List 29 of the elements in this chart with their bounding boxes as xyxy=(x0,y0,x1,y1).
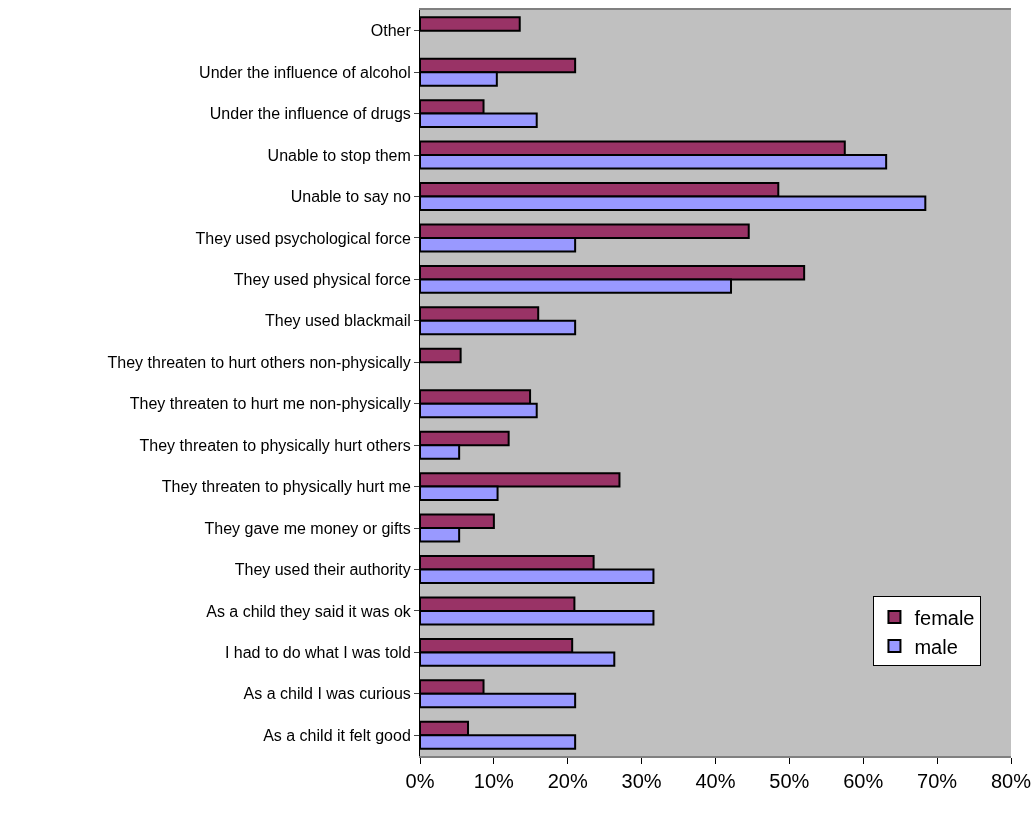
y-tick-label: They used physical force xyxy=(233,270,411,288)
x-tick-label: 0% xyxy=(405,770,435,792)
y-tick-label: As a child it felt good xyxy=(263,726,411,744)
y-tick-label: As a child they said it was ok xyxy=(206,602,412,620)
y-tick-label: As a child I was curious xyxy=(243,685,411,703)
x-tick-label: 40% xyxy=(695,770,736,792)
y-tick-label: They threaten to hurt others non-physically xyxy=(107,353,411,371)
x-tick-label: 50% xyxy=(769,770,810,792)
y-tick-label: They used their authority xyxy=(234,561,411,579)
y-tick-label: They threaten to physically hurt others xyxy=(139,436,411,454)
x-tick-label: 60% xyxy=(843,770,884,792)
y-tick-label: Unable to stop them xyxy=(267,146,411,164)
y-tick-label: Under the influence of alcohol xyxy=(199,63,411,81)
y-tick-label: Unable to say no xyxy=(290,188,411,206)
y-tick-label: They threaten to physically hurt me xyxy=(161,478,411,496)
x-tick-label: 30% xyxy=(621,770,662,792)
x-tick-label: 80% xyxy=(990,770,1032,792)
x-tick-label: 20% xyxy=(547,770,588,792)
legend-label: female xyxy=(914,606,975,629)
y-tick-label: Other xyxy=(370,22,412,40)
y-tick-label: They used blackmail xyxy=(264,312,411,330)
x-tick-label: 70% xyxy=(917,770,958,792)
y-tick-label: They threaten to hurt me non-physically xyxy=(129,395,411,413)
legend-label: male xyxy=(914,635,958,658)
y-tick-label: They used psychological force xyxy=(195,229,411,247)
y-tick-label: They gave me money or gifts xyxy=(204,519,411,537)
y-tick-label: Under the influence of drugs xyxy=(209,105,411,123)
x-tick-label: 10% xyxy=(473,770,515,792)
y-tick-label: I had to do what I was told xyxy=(224,643,411,661)
